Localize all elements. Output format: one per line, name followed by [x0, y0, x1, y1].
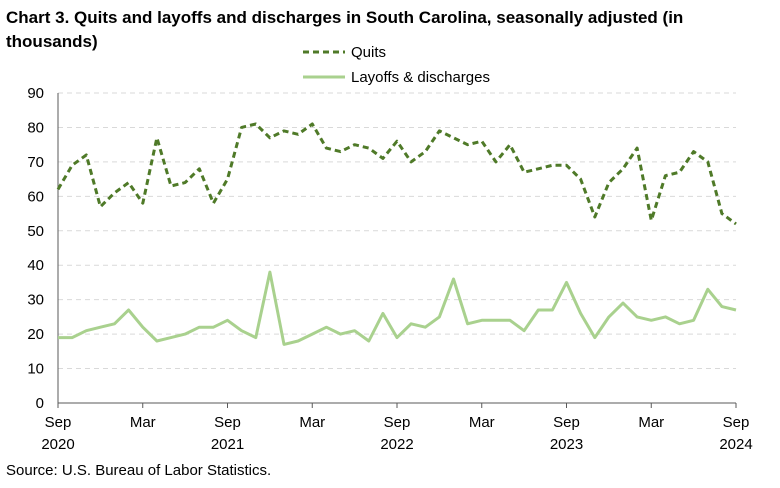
- legend-label: Quits: [351, 44, 386, 61]
- y-tick-label: 60: [27, 188, 44, 205]
- y-tick-label: 40: [27, 257, 44, 274]
- source-note: Source: U.S. Bureau of Labor Statistics.: [6, 462, 272, 479]
- x-tick-label: Sep: [553, 414, 580, 431]
- y-tick-label: 90: [27, 85, 44, 102]
- chart-title: Chart 3. Quits and layoffs and discharge…: [6, 8, 684, 51]
- legend-label: Layoffs & discharges: [351, 69, 490, 86]
- y-tick-label: 50: [27, 223, 44, 240]
- y-tick-label: 10: [27, 361, 44, 378]
- x-tick-year-label: 2023: [550, 436, 583, 453]
- y-tick-label: 20: [27, 326, 44, 343]
- x-tick-label: Mar: [299, 414, 325, 431]
- series-line-quits: [56, 122, 737, 226]
- x-tick-year-label: 2020: [41, 436, 74, 453]
- y-tick-label: 70: [27, 154, 44, 171]
- x-tick-label: Mar: [638, 414, 664, 431]
- x-tick-label: Mar: [130, 414, 156, 431]
- x-tick-label: Sep: [723, 414, 750, 431]
- x-tick-year-label: 2024: [719, 436, 752, 453]
- x-tick-label: Sep: [45, 414, 72, 431]
- series-line-layoffs-discharges: [58, 270, 737, 346]
- y-tick-label: 0: [36, 395, 44, 412]
- x-tick-year-label: 2021: [211, 436, 244, 453]
- x-tick-year-label: 2022: [380, 436, 413, 453]
- x-tick-label: Mar: [469, 414, 495, 431]
- y-tick-label: 30: [27, 292, 44, 309]
- x-tick-label: Sep: [214, 414, 241, 431]
- y-tick-label: 80: [27, 119, 44, 136]
- x-tick-label: Sep: [384, 414, 411, 431]
